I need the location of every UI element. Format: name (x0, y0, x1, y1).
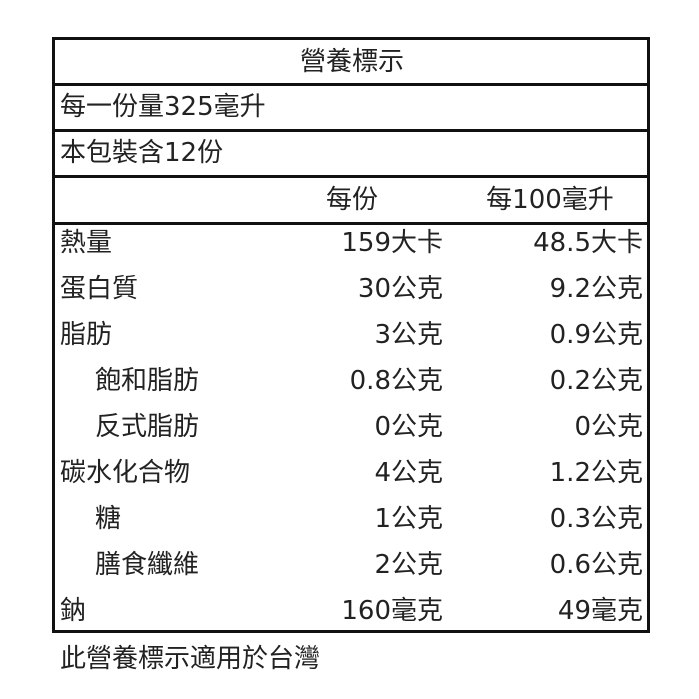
divider (55, 175, 647, 178)
nutrient-label: 脂肪 (60, 320, 113, 350)
footer-note: 此營養標示適用於台灣 (60, 644, 321, 674)
nutrient-per-100ml: 0.9公克 (549, 320, 643, 350)
nutrient-per-100ml: 48.5大卡 (533, 228, 643, 258)
nutrition-label-table: 營養標示 每一份量325毫升 本包裝含12份 每份 每100毫升 熱量 159大卡… (52, 37, 650, 633)
nutrient-per-serving: 160毫克 (341, 596, 443, 626)
nutrient-label: 反式脂肪 (95, 412, 200, 442)
nutrient-label: 碳水化合物 (60, 458, 191, 488)
nutrient-per-100ml: 0.3公克 (549, 504, 643, 534)
column-header-per-serving: 每份 (325, 185, 379, 215)
nutrient-per-serving: 3公克 (374, 320, 443, 350)
nutrient-label: 糖 (95, 504, 122, 534)
nutrient-per-serving: 2公克 (374, 550, 443, 580)
nutrient-label: 熱量 (60, 228, 113, 258)
nutrient-per-100ml: 0.6公克 (549, 550, 643, 580)
nutrient-per-serving: 159大卡 (341, 228, 443, 258)
nutrient-per-100ml: 0公克 (574, 412, 643, 442)
nutrient-per-100ml: 9.2公克 (549, 274, 643, 304)
serving-size: 每一份量325毫升 (60, 92, 266, 122)
divider (55, 129, 647, 132)
nutrient-per-100ml: 0.2公克 (549, 366, 643, 396)
divider (55, 222, 647, 225)
divider (55, 83, 647, 86)
nutrient-per-serving: 4公克 (374, 458, 443, 488)
nutrient-label: 鈉 (60, 596, 87, 626)
nutrient-per-100ml: 1.2公克 (549, 458, 643, 488)
nutrient-per-serving: 1公克 (374, 504, 443, 534)
nutrient-label: 蛋白質 (60, 274, 139, 304)
nutrient-per-serving: 0公克 (374, 412, 443, 442)
servings-per-package: 本包裝含12份 (60, 138, 224, 168)
nutrient-label: 飽和脂肪 (95, 366, 200, 396)
nutrient-label: 膳食纖維 (95, 550, 200, 580)
nutrient-per-serving: 0.8公克 (349, 366, 443, 396)
label-title: 營養標示 (299, 47, 405, 77)
nutrient-per-100ml: 49毫克 (557, 596, 643, 626)
column-header-per-100ml: 每100毫升 (486, 185, 614, 215)
nutrient-per-serving: 30公克 (357, 274, 443, 304)
